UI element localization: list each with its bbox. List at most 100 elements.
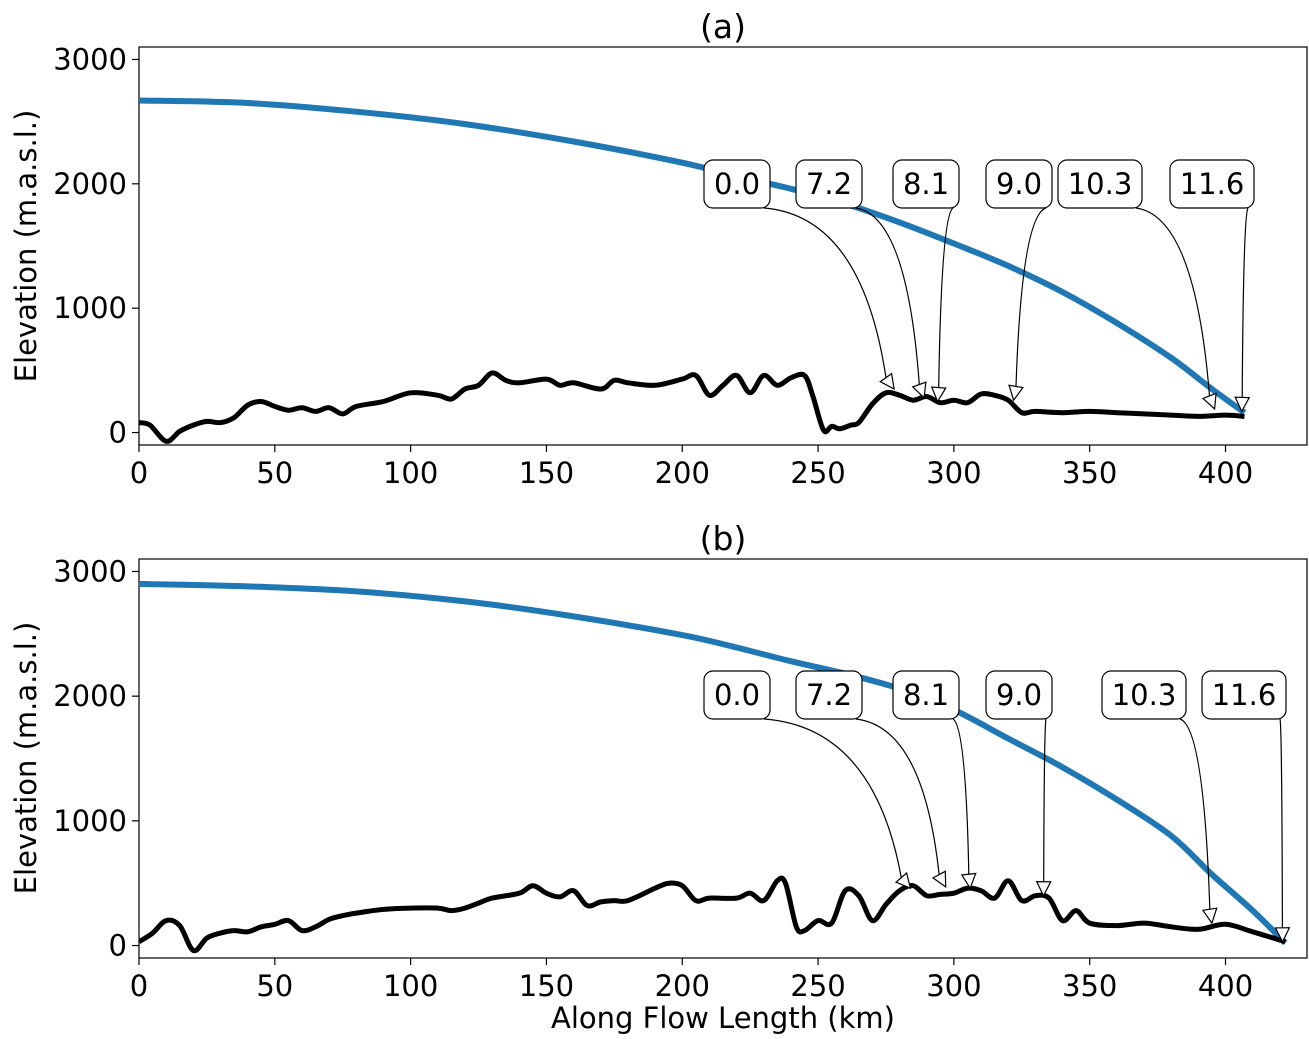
annotation-arrow	[952, 718, 970, 875]
annotation-label: 11.6	[1212, 678, 1277, 712]
annotation-box	[795, 159, 863, 209]
annotation-box	[703, 159, 771, 209]
y-tick-label: 2000	[53, 167, 127, 201]
annotation-label: 0.0	[714, 167, 760, 201]
annotation-label: 11.6	[1180, 167, 1245, 201]
annotation-9-0: 9.0	[985, 159, 1053, 402]
annotation-box	[1057, 159, 1143, 209]
x-ticks-b: 0 50 100 150 200 250 300 350 400	[130, 958, 1253, 1003]
x-tick-label: 0	[130, 969, 148, 1003]
annotation-arrowhead	[1201, 392, 1217, 411]
annotation-label: 9.0	[996, 167, 1042, 201]
bed-line-b	[139, 875, 1287, 954]
bed-line-a	[139, 370, 1245, 444]
annotation-arrow	[938, 207, 954, 388]
annotation-arrowhead	[1201, 907, 1218, 925]
x-tick-label: 350	[1062, 456, 1117, 490]
annotation-arrow	[763, 207, 887, 378]
y-tick-label: 3000	[53, 42, 127, 76]
annotations-a: 0.0 7.2 8.1 9.0 10.3 11.6	[703, 159, 1255, 413]
panel-b-xlabel: Along Flow Length (km)	[551, 1001, 895, 1035]
annotations-b: 0.0 7.2 8.1 9.0 10.3 11.6	[703, 670, 1291, 944]
x-tick-label: 350	[1062, 969, 1117, 1003]
annotation-label: 8.1	[903, 678, 949, 712]
annotation-8-1: 8.1	[892, 159, 960, 403]
x-tick-label: 200	[655, 456, 710, 490]
x-tick-label: 250	[790, 456, 845, 490]
annotation-box	[795, 670, 863, 720]
x-ticks-a: 0 50 100 150 200 250 300 350 400	[130, 445, 1253, 490]
annotation-arrowhead	[930, 386, 947, 403]
annotation-arrow	[855, 718, 940, 875]
x-tick-label: 250	[790, 969, 845, 1003]
x-tick-label: 50	[256, 456, 293, 490]
annotation-arrowhead	[931, 870, 947, 889]
panel-b: (b) Elevation (m.a.s.l.) Along Flow Leng…	[9, 519, 1308, 1035]
x-tick-label: 100	[383, 969, 438, 1003]
x-tick-label: 300	[926, 969, 981, 1003]
annotation-arrow	[1279, 718, 1283, 928]
annotation-arrow	[1241, 207, 1249, 398]
x-tick-label: 300	[926, 456, 981, 490]
panel-b-ylabel: Elevation (m.a.s.l.)	[9, 622, 43, 895]
y-tick-label: 3000	[53, 554, 127, 588]
annotation-10-3: 10.3	[1101, 670, 1218, 925]
annotation-arrow	[1179, 718, 1211, 910]
y-ticks-b: 0 1000 2000 3000	[53, 554, 139, 963]
annotation-arrow	[1015, 207, 1047, 387]
annotation-label: 9.0	[996, 678, 1042, 712]
annotation-0-0: 0.0	[703, 159, 895, 391]
panel-a: (a) Elevation (m.a.s.l.) 0 50 100 150 200 250…	[9, 7, 1308, 490]
annotation-label: 7.2	[806, 167, 852, 201]
annotation-label: 7.2	[806, 678, 852, 712]
annotation-label: 10.3	[1068, 167, 1133, 201]
annotation-box	[985, 159, 1053, 209]
annotation-arrow	[763, 718, 902, 878]
annotation-11-6: 11.6	[1201, 670, 1291, 944]
y-ticks-a: 0 1000 2000 3000	[53, 42, 139, 450]
annotation-arrow	[855, 207, 920, 385]
annotation-11-6: 11.6	[1169, 159, 1255, 413]
panel-b-title: (b)	[700, 519, 747, 558]
x-tick-label: 200	[655, 969, 710, 1003]
annotation-8-1: 8.1	[892, 670, 977, 890]
plot-frame-b	[138, 558, 1308, 959]
x-tick-label: 400	[1198, 969, 1253, 1003]
y-tick-label: 2000	[53, 679, 127, 713]
y-tick-label: 0	[109, 416, 127, 450]
x-tick-label: 400	[1198, 456, 1253, 490]
y-tick-label: 1000	[53, 804, 127, 838]
annotation-box	[1201, 670, 1287, 720]
annotation-box	[892, 159, 960, 209]
annotation-label: 0.0	[714, 678, 760, 712]
annotation-7-2: 7.2	[795, 159, 927, 399]
plot-frame-a	[138, 46, 1308, 446]
y-tick-label: 1000	[53, 291, 127, 325]
annotation-arrowhead	[911, 381, 927, 399]
annotation-10-3: 10.3	[1057, 159, 1217, 411]
annotation-0-0: 0.0	[703, 670, 912, 890]
annotation-arrow	[1043, 718, 1047, 882]
y-tick-label: 0	[109, 929, 127, 963]
annotation-label: 8.1	[903, 167, 949, 201]
ice-surface-line-b	[139, 580, 1288, 946]
panel-a-ylabel: Elevation (m.a.s.l.)	[9, 110, 43, 383]
annotation-arrowhead	[1035, 880, 1052, 898]
annotation-arrowhead	[1234, 396, 1251, 413]
annotation-arrowhead	[894, 871, 912, 890]
annotation-arrowhead	[879, 372, 895, 391]
x-tick-label: 100	[383, 456, 438, 490]
annotation-9-0: 9.0	[985, 670, 1053, 898]
annotation-arrowhead	[960, 872, 977, 890]
annotation-box	[892, 670, 960, 720]
annotation-arrow	[1135, 207, 1211, 396]
annotation-7-2: 7.2	[795, 670, 947, 889]
annotation-box	[1101, 670, 1187, 720]
annotation-box	[985, 670, 1053, 720]
annotation-box	[1169, 159, 1255, 209]
annotation-arrowhead	[1274, 927, 1291, 944]
annotation-label: 10.3	[1112, 678, 1177, 712]
x-tick-label: 150	[519, 969, 574, 1003]
ice-surface-line-a	[139, 97, 1247, 416]
